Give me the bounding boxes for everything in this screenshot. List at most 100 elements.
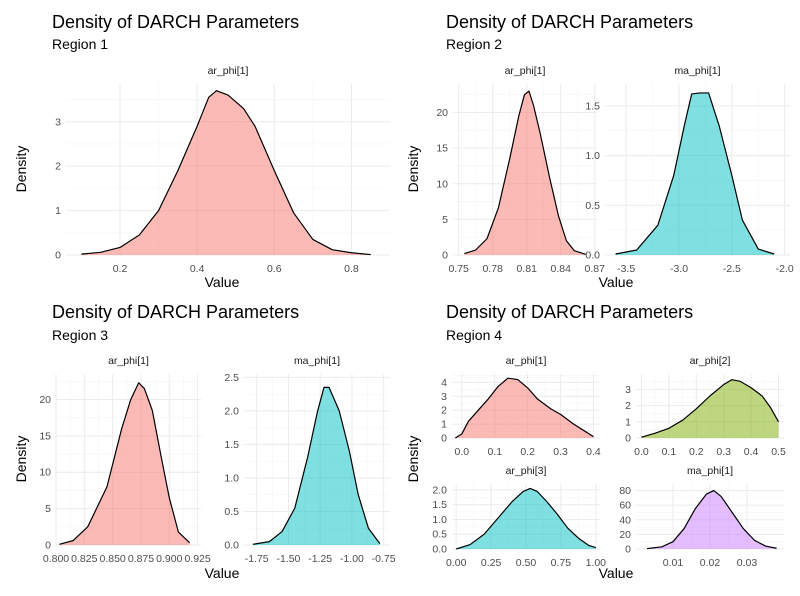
region4-panel1-y-tick-label: 2: [441, 405, 447, 417]
region4-panel2-x-tick-label: 0.4: [744, 446, 759, 458]
region2-panel1-density-line: [464, 90, 586, 255]
region3-panel1-strip-label: ar_phi[1]: [108, 355, 149, 367]
region2-panel1-y-tick-label: 20: [436, 107, 448, 119]
region2-panel1-x-tick-label: 0.75: [448, 263, 469, 275]
region2-panel1-density-area: [464, 91, 586, 255]
region3-panel1-x-tick-label: 0.850: [100, 553, 126, 565]
region1-panel1-x-tick-label: 0.8: [344, 263, 359, 275]
region3-panel1-x-tick-label: 0.875: [128, 553, 154, 565]
region2-panel1-y-tick-label: 5: [442, 214, 448, 226]
region4-panel1-x-tick-label: 0.0: [455, 446, 470, 458]
region4-panel3-x-tick-label: 0.25: [481, 557, 502, 569]
region4-panel1-y-tick-label: 0: [441, 433, 447, 445]
region2-panel2-density-area: [615, 92, 775, 255]
region3-panel1-x-tick-label: 0.800: [43, 553, 69, 565]
region4-panel1-x-tick-label: 0.1: [487, 446, 502, 458]
region4-panel1-y-tick-label: 3: [441, 391, 447, 403]
region4-panel4-x-tick-label: 0.01: [663, 557, 684, 569]
region1-panel1-y-tick-label: 0: [55, 250, 61, 262]
region4-panel4-y-tick-label: 20: [619, 529, 631, 541]
region4-panel2-y-tick-label: 1: [625, 416, 631, 428]
region4-panel2-x-tick-label: 0.3: [716, 446, 731, 458]
region4-panel3-y-tick-label: 0.5: [432, 529, 447, 541]
region4-panel1-density-line: [454, 377, 594, 439]
region1-ylabel: Density: [13, 146, 29, 193]
region3-panel2-x-tick-label: -1.50: [276, 553, 300, 565]
region3-panel2-x-tick-label: -1.00: [340, 553, 364, 565]
region4-panel2-y-tick-label: 3: [625, 384, 631, 396]
region3-panel2-strip-label: ma_phi[1]: [294, 355, 340, 367]
region4-panel3-y-tick-label: 2.0: [432, 484, 447, 496]
region4-panel2-density-area: [641, 379, 779, 438]
region2-panel1-y-tick-label: 10: [436, 178, 448, 190]
region1-panel1-y-tick-label: 3: [55, 116, 61, 128]
region4-panel3-density-area: [456, 488, 596, 549]
region3-panel1-y-tick-label: 20: [39, 394, 51, 406]
region4-panel1-y-tick-label: 1: [441, 419, 447, 431]
region3-panel2-x-tick-label: -1.25: [308, 553, 332, 565]
region1-panel1-y-tick-label: 2: [55, 161, 61, 173]
region4-panel4-y-tick-label: 40: [619, 514, 631, 526]
region2-panel1-x-tick-label: 0.87: [585, 263, 606, 275]
region1-title: Density of DARCH Parameters: [52, 12, 299, 32]
region2-panel1-y-tick-label: 15: [436, 143, 448, 155]
region4-panel3-x-tick-label: 1.00: [586, 557, 607, 569]
region4-panel2-x-tick-label: 0.2: [689, 446, 704, 458]
region3-panel1-x-tick-label: 0.925: [184, 553, 210, 565]
region4-panel1-density-area: [455, 378, 594, 438]
region4-panel2-y-tick-label: 2: [625, 400, 631, 412]
region2-panel2-y-tick-label: 1.0: [585, 150, 600, 162]
region2-panel2-x-tick-label: -2.5: [723, 263, 741, 275]
region3-panel1-y-tick-label: 15: [39, 430, 51, 442]
region1-panel1-strip-label: ar_phi[1]: [208, 65, 249, 77]
region4-panel4-y-tick-label: 60: [619, 500, 631, 512]
region3-panel2-y-tick-label: 0.5: [224, 506, 239, 518]
region3-title: Density of DARCH Parameters: [52, 302, 299, 322]
region2-panel1-strip-label: ar_phi[1]: [505, 65, 546, 77]
region2-panel2-y-tick-label: 0.0: [585, 250, 600, 262]
region4-panel1-x-tick-label: 0.3: [553, 446, 568, 458]
region4-panel2-strip-label: ar_phi[2]: [690, 355, 731, 367]
region4-ylabel: Density: [405, 436, 421, 483]
region3-panel2-density-line: [252, 386, 381, 545]
region3-subtitle: Region 3: [52, 327, 108, 343]
region1-panel1-density-area: [81, 90, 371, 255]
region4-panel2-density-line: [641, 379, 780, 438]
region1-panel1-x-tick-label: 0.2: [113, 263, 128, 275]
region4-panel1-y-tick-label: 4: [441, 377, 447, 389]
region4-panel1-x-tick-label: 0.4: [586, 446, 601, 458]
region4-panel2-y-tick-label: 0: [625, 433, 631, 445]
region4-panel3-x-tick-label: 0.00: [446, 557, 467, 569]
region3-panel1-y-tick-label: 10: [39, 467, 51, 479]
region4-panel4-y-tick-label: 0: [625, 544, 631, 556]
region2-panel1-x-tick-label: 0.78: [482, 263, 503, 275]
region4-panel3-y-tick-label: 1.0: [432, 514, 447, 526]
region3-panel2-x-tick-label: -1.75: [245, 553, 269, 565]
region2-panel1-x-tick-label: 0.84: [550, 263, 571, 275]
region4-panel4-density-line: [647, 489, 777, 550]
region2-title: Density of DARCH Parameters: [446, 12, 693, 32]
region1-subtitle: Region 1: [52, 36, 108, 52]
region4-panel4-strip-label: ma_phi[1]: [687, 465, 733, 477]
region1-panel1-x-tick-label: 0.4: [190, 263, 205, 275]
region2-panel1-y-tick-label: 0: [442, 250, 448, 262]
region4-panel3-density-line: [456, 487, 596, 550]
region3-panel2-y-tick-label: 1.5: [224, 439, 239, 451]
region4-panel3-y-tick-label: 0.0: [432, 544, 447, 556]
region3-ylabel: Density: [13, 436, 29, 483]
region2-panel2-density-line: [615, 92, 775, 255]
region2-panel2-y-tick-label: 0.5: [585, 200, 600, 212]
region4-panel2-x-tick-label: 0.0: [634, 446, 649, 458]
region1-xlabel: Value: [205, 274, 240, 290]
region4-panel4-x-tick-label: 0.02: [700, 557, 721, 569]
region1-panel1-density-line: [81, 90, 371, 256]
region2-panel1-x-tick-label: 0.81: [516, 263, 537, 275]
region3-panel2-y-tick-label: 1.0: [224, 472, 239, 484]
region2-panel2-x-tick-label: -3.0: [670, 263, 688, 275]
region3-panel2-y-tick-label: 2.5: [224, 372, 239, 384]
region4-panel1-x-tick-label: 0.2: [520, 446, 535, 458]
region4-title: Density of DARCH Parameters: [446, 302, 693, 322]
region2-panel2-x-tick-label: -2.0: [776, 263, 794, 275]
region3-panel2-density-area: [252, 387, 380, 545]
